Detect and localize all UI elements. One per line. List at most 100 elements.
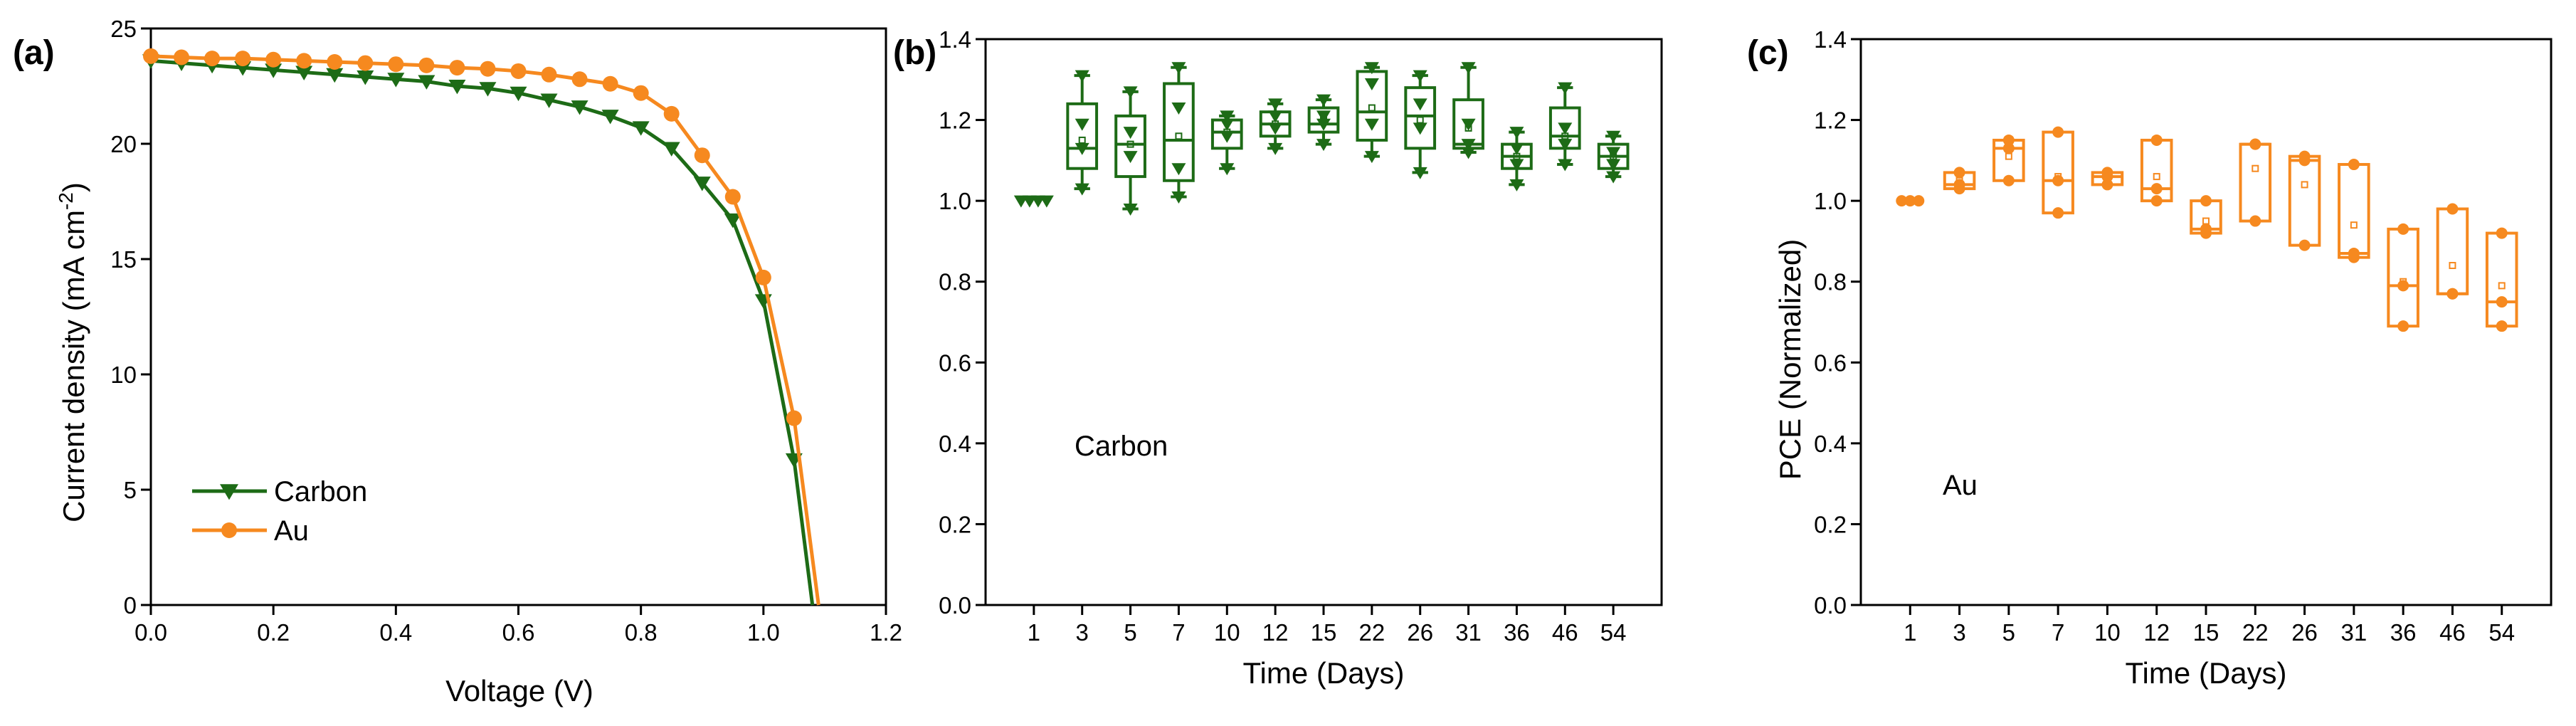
panel-c-y-tick-label: 0.2: [1814, 511, 1847, 537]
data-point: [2446, 203, 2459, 215]
mean-marker: [1175, 132, 1183, 140]
mean-marker: [2449, 262, 2456, 269]
data-point: [1913, 195, 1925, 207]
data-point: [1606, 159, 1621, 172]
panel-b-y-tick-label: 0.0: [939, 592, 971, 619]
box-iqr: [1163, 82, 1195, 182]
data-point: [1509, 179, 1524, 191]
panel-a-x-tick-label: 0.8: [625, 619, 658, 646]
panel-c-x-tick-label: 15: [2193, 619, 2219, 646]
panel-c-y-tick-label: 1.4: [1814, 26, 1847, 53]
data-point-carbon: [265, 63, 283, 78]
mean-marker: [2301, 181, 2308, 189]
data-point: [1461, 139, 1476, 152]
data-point-carbon: [448, 80, 466, 95]
data-point-au: [694, 147, 710, 164]
panel-c-axes: 0.0 0.2 0.4 0.6 0.8 1.0 1.2 1.4 1 3 5 7 10 12 15 22 26 31…: [1814, 26, 2553, 646]
data-point-carbon: [632, 121, 650, 136]
panel-c-x-tick-label: 26: [2291, 619, 2318, 646]
panel-a-x-tick-label: 0.4: [379, 619, 412, 646]
data-point: [1075, 118, 1089, 131]
data-point: [1123, 86, 1138, 99]
data-point: [2298, 150, 2311, 162]
data-point: [1316, 139, 1331, 152]
data-point: [1039, 195, 1054, 208]
data-point: [1509, 159, 1524, 172]
data-point-carbon: [387, 73, 405, 88]
data-point-au: [418, 57, 435, 73]
panel-b-x-tick-label: 7: [1172, 619, 1185, 646]
data-point: [2150, 183, 2163, 195]
panel-c-box-day-1: [1896, 195, 1925, 207]
box-iqr: [1114, 114, 1146, 179]
mean-marker: [1416, 116, 1424, 124]
panel-a-x-tick-label: 1.2: [870, 619, 902, 646]
panel-b-boxes: [1013, 62, 1630, 216]
data-point: [1268, 98, 1283, 111]
panel-a-y-tick-label: 0: [124, 592, 137, 619]
panel-b-x-tick-label: 5: [1124, 619, 1136, 646]
panel-c-x-tick-label: 10: [2094, 619, 2121, 646]
data-point: [1413, 70, 1427, 83]
series-line-carbon: [150, 58, 815, 606]
panel-b-y-tick-label: 1.0: [939, 188, 971, 214]
mean-marker: [1368, 104, 1376, 112]
data-point-carbon: [540, 93, 558, 108]
panel-a-y-axis-title-end: ): [57, 182, 90, 192]
panel-a-y-axis-title: Current density (mA cm-2): [55, 182, 90, 522]
data-point: [2397, 223, 2409, 235]
panel-c-x-tick-label: 1: [1904, 619, 1916, 646]
data-point: [2348, 247, 2360, 259]
data-point-au: [265, 51, 282, 68]
data-point: [1606, 147, 1621, 159]
panel-b-box-day-46: [1548, 82, 1581, 172]
box-iqr: [2239, 142, 2272, 223]
box-iqr: [2338, 163, 2370, 259]
panel-b-x-axis-title: Time (Days): [1242, 656, 1404, 690]
data-point: [1171, 191, 1186, 204]
data-point: [1953, 167, 1965, 179]
panel-a-axes: 0 5 10 15 20 25 0.0 0.2 0.4 0.6 0.8 1.0 1.2: [110, 16, 902, 646]
panel-c-x-tick-label: 3: [1953, 619, 1965, 646]
data-point: [1316, 110, 1331, 123]
data-point: [1461, 118, 1476, 131]
data-point: [2446, 288, 2459, 300]
box-iqr: [2485, 231, 2518, 328]
panel-a-x-tick-label: 1.0: [747, 619, 780, 646]
data-point-au: [327, 53, 343, 70]
panel-c-box-day-10: [2091, 167, 2124, 191]
data-point: [1364, 62, 1379, 75]
data-point: [2002, 174, 2015, 186]
data-point: [2150, 195, 2163, 207]
data-point: [1171, 62, 1186, 75]
data-point: [2298, 239, 2311, 251]
panel-c-x-tick-label: 36: [2390, 619, 2417, 646]
data-point-au: [143, 48, 159, 64]
data-point: [2249, 138, 2261, 150]
data-point: [1413, 167, 1427, 179]
panel-c-y-tick-label: 0.6: [1814, 349, 1847, 376]
data-point: [1413, 98, 1427, 111]
data-point: [1268, 110, 1283, 123]
mean-marker: [2498, 282, 2506, 290]
series-line-au: [150, 54, 820, 606]
panel-c-y-tick-label: 0.4: [1814, 431, 1847, 457]
panel-b-box-day-22: [1356, 62, 1388, 164]
legend-au-label: Au: [274, 515, 309, 547]
panel-b-carbon-stability: (b) Carbon Time (Days) 0.0 0.2 0.4 0.6 0.8 1.…: [893, 26, 1663, 690]
panel-c-x-tick-label: 5: [2002, 619, 2015, 646]
panel-a-y-tick-label: 5: [124, 477, 137, 503]
data-point-carbon: [295, 65, 313, 80]
data-point: [2496, 227, 2508, 239]
data-point: [2052, 174, 2064, 186]
data-point: [2002, 134, 2015, 146]
panel-b-x-tick-label: 10: [1214, 619, 1240, 646]
data-point: [1558, 159, 1573, 172]
data-point: [1904, 195, 1916, 207]
data-point: [1075, 70, 1089, 83]
data-point: [1220, 110, 1235, 123]
data-point-carbon: [510, 86, 527, 102]
data-point-carbon: [693, 177, 711, 191]
data-point: [2101, 179, 2113, 191]
